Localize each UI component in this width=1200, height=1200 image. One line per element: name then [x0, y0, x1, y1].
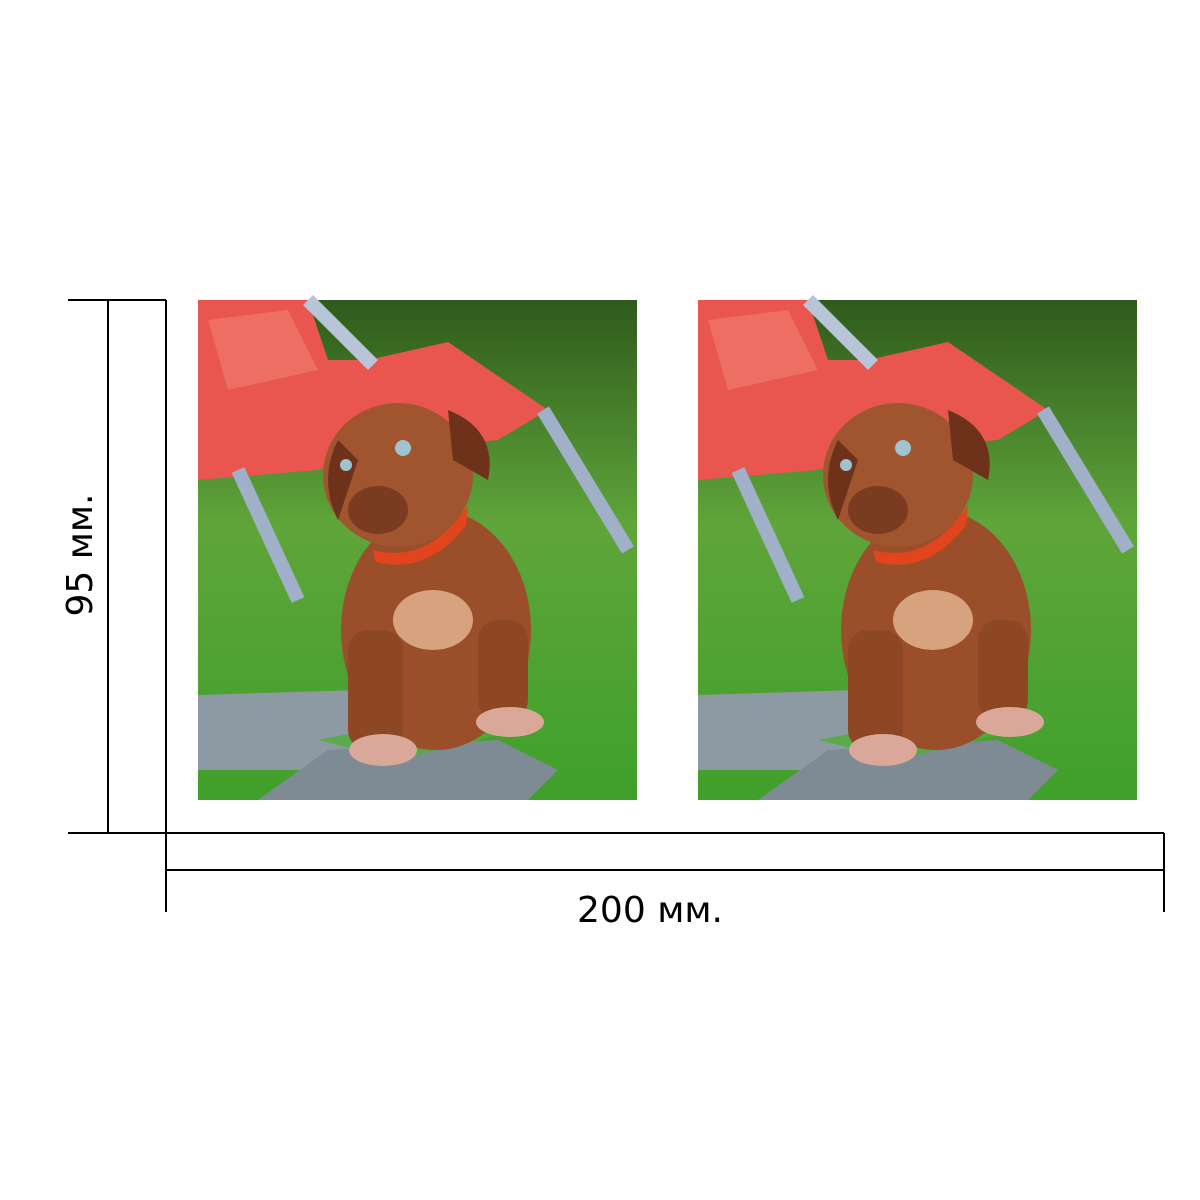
width-label: 200 мм.: [577, 890, 723, 931]
height-label: 95 мм.: [60, 493, 101, 616]
product-photo: [698, 300, 1137, 800]
product-photo: [198, 300, 637, 800]
